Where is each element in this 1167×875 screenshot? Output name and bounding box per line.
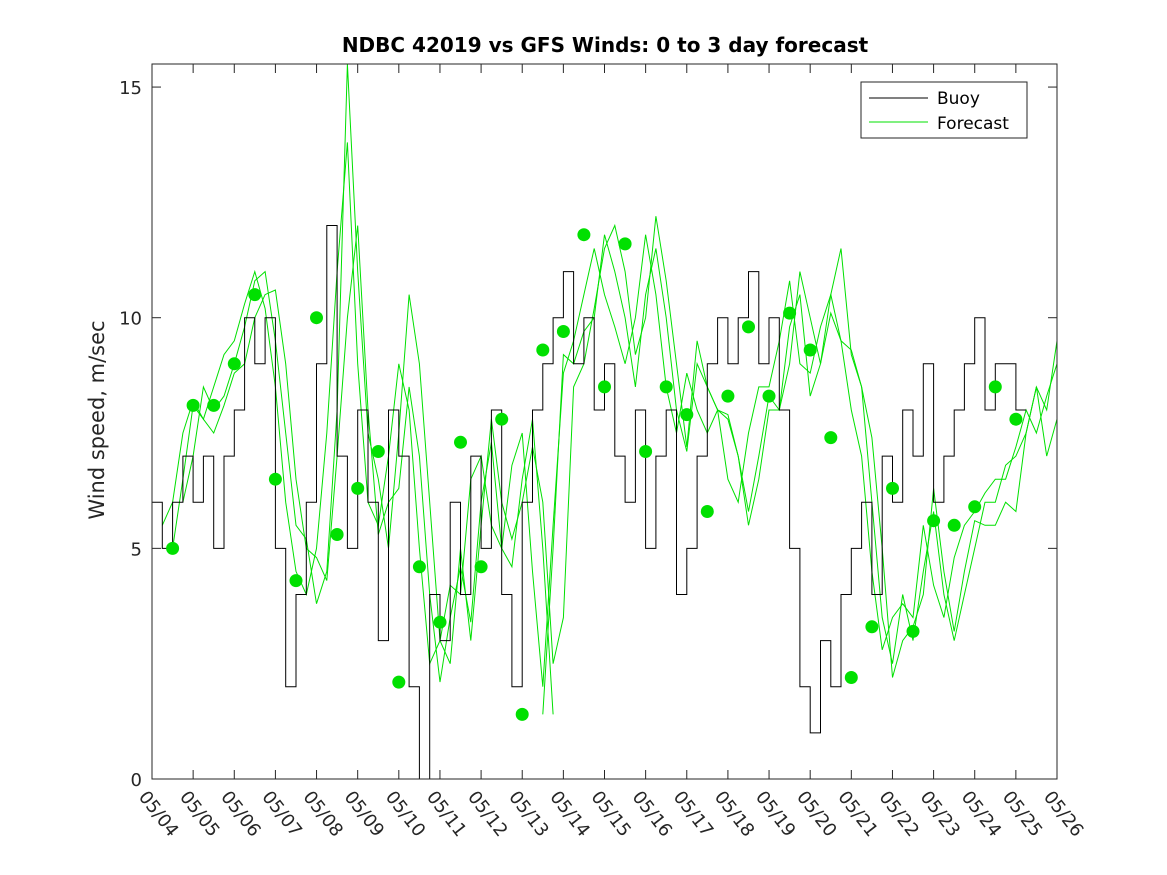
forecast-marker <box>700 505 714 518</box>
forecast-marker <box>227 357 241 371</box>
forecast-marker <box>248 288 262 302</box>
x-tick-label: 05/21 <box>833 787 881 841</box>
legend-forecast-label: Forecast <box>937 114 1009 134</box>
forecast-marker <box>454 435 467 449</box>
series-layer <box>152 64 1057 779</box>
x-tick-label: 05/11 <box>422 787 470 841</box>
x-tick-label: 05/19 <box>751 787 799 841</box>
x-tick-label: 05/06 <box>216 787 264 841</box>
forecast-line-4 <box>182 64 1057 664</box>
forecast-marker <box>659 380 673 394</box>
legend: Buoy Forecast <box>860 81 1028 139</box>
x-tick-label: 05/14 <box>545 787 593 841</box>
forecast-marker <box>844 671 858 684</box>
x-tick-label: 05/24 <box>957 787 1005 841</box>
x-tick-label: 05/09 <box>340 787 388 841</box>
forecast-marker <box>783 306 797 320</box>
legend-buoy-label: Buoy <box>937 89 980 109</box>
forecast-line-3 <box>161 142 1057 687</box>
forecast-marker <box>577 228 591 242</box>
forecast-marker <box>166 541 180 555</box>
forecast-marker <box>742 320 755 334</box>
forecast-marker <box>598 380 611 394</box>
x-tick-label: 05/07 <box>257 787 305 841</box>
forecast-marker <box>865 620 879 634</box>
x-tick-label: 05/25 <box>998 787 1046 841</box>
x-tick-label: 05/26 <box>1039 787 1087 841</box>
forecast-marker <box>330 528 344 541</box>
forecast-marker <box>803 343 817 357</box>
forecast-marker <box>1009 412 1023 426</box>
forecast-marker <box>412 560 426 574</box>
forecast-marker <box>433 615 447 629</box>
x-tick-label: 05/13 <box>504 787 552 841</box>
x-tick-label: 05/23 <box>916 787 964 841</box>
y-tick-label: 5 <box>131 539 142 560</box>
forecast-marker <box>186 398 200 412</box>
forecast-marker <box>968 500 982 514</box>
x-tick-label: 05/22 <box>875 787 923 841</box>
forecast-marker <box>207 398 221 412</box>
x-tick-label: 05/15 <box>587 787 635 841</box>
forecast-marker <box>371 445 385 458</box>
x-tick-label: 05/20 <box>792 787 840 841</box>
y-tick-label: 10 <box>119 309 142 330</box>
forecast-marker <box>886 481 899 495</box>
x-tick-label: 05/17 <box>669 787 717 841</box>
forecast-marker <box>268 472 282 486</box>
x-tick-label: 05/04 <box>134 787 182 841</box>
x-tick-label: 05/18 <box>710 787 758 841</box>
plot-frame <box>151 63 1058 780</box>
forecast-marker <box>495 412 509 426</box>
legend-box <box>860 81 1028 139</box>
forecast-marker <box>906 624 920 638</box>
forecast-marker <box>392 675 406 689</box>
forecast-marker <box>680 408 694 422</box>
forecast-marker <box>639 445 653 458</box>
forecast-marker <box>618 237 632 251</box>
x-tick-label: 05/12 <box>463 787 511 841</box>
x-tick-label: 05/08 <box>299 787 347 841</box>
x-tick-label: 05/05 <box>175 787 223 841</box>
y-axis-label: Wind speed, m/sec <box>85 320 109 519</box>
x-tick-label: 05/16 <box>628 787 676 841</box>
forecast-marker <box>927 514 941 528</box>
forecast-marker <box>474 560 488 574</box>
forecast-marker <box>556 325 570 338</box>
forecast-marker <box>721 389 735 403</box>
y-tick-label: 15 <box>119 78 142 99</box>
chart-title: NDBC 42019 vs GFS Winds: 0 to 3 day fore… <box>342 33 869 57</box>
forecast-line-2 <box>542 234 1057 715</box>
forecast-marker <box>536 343 550 357</box>
forecast-marker <box>310 311 323 325</box>
forecast-marker <box>824 431 838 445</box>
forecast-marker <box>289 574 303 588</box>
forecast-marker <box>515 707 529 721</box>
forecast-marker <box>351 481 365 495</box>
forecast-marker <box>762 389 776 403</box>
buoy-line <box>152 225 1027 779</box>
y-tick-label: 0 <box>131 770 142 791</box>
x-tick-label: 05/10 <box>381 787 429 841</box>
forecast-marker <box>988 380 1002 394</box>
forecast-marker <box>947 518 961 532</box>
axes-layer: 05101505/0405/0505/0605/0705/0805/0905/1… <box>119 63 1088 841</box>
forecast-line-1 <box>172 225 554 715</box>
